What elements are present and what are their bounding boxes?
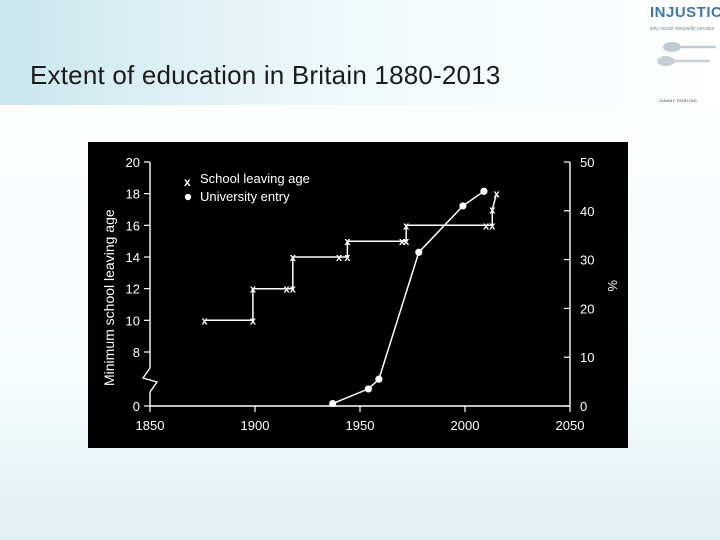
school-age-point: x <box>250 284 257 296</box>
spoon-icon <box>663 42 716 52</box>
x-tick-label: 2000 <box>451 418 480 433</box>
x-tick-label: 2050 <box>556 418 585 433</box>
chart-panel: 0 8 10 12 14 16 18 20 0 10 20 30 40 50 1850 1900 1950 200… <box>88 142 628 448</box>
y-left-tick-label: 16 <box>126 218 140 233</box>
university-point <box>329 399 337 408</box>
university-point <box>415 248 423 256</box>
y-left-tick-label: 20 <box>126 155 140 170</box>
y-axis-right-label: % <box>605 280 620 292</box>
axis-break <box>141 367 159 393</box>
school-age-point: x <box>283 284 290 296</box>
title-band <box>0 0 720 105</box>
university-point <box>459 202 467 210</box>
y-axis-left-label: Minimum school leaving age <box>101 209 117 386</box>
series-line <box>204 193 498 322</box>
y-left-tick-label: 8 <box>133 345 140 360</box>
university-point <box>480 187 488 195</box>
book-logo: INJUSTICE why social inequality persists… <box>640 2 720 106</box>
legend-university-marker <box>184 193 192 201</box>
school-age-point: x <box>202 315 209 327</box>
x-tick-label: 1850 <box>136 418 165 433</box>
legend: x School leaving age University entry <box>184 171 310 204</box>
school-age-point: x <box>344 252 351 264</box>
logo-author: DANNY DORLING <box>660 98 698 103</box>
y-right-tick-label: 40 <box>580 204 594 219</box>
school-age-point: x <box>399 236 406 248</box>
school-age-point: x <box>489 220 496 232</box>
x-tick-label: 1900 <box>241 418 270 433</box>
legend-university-label: University entry <box>200 189 290 204</box>
school-age-point: x <box>403 220 410 232</box>
university-point <box>364 385 372 393</box>
spoon-icon <box>657 56 710 66</box>
y-left-tick-label: 0 <box>133 399 140 414</box>
school-age-point: x <box>403 236 410 248</box>
y-left-tick-label: 18 <box>126 187 140 202</box>
school-age-point: x <box>493 189 500 201</box>
x-tick-label: 1950 <box>346 418 375 433</box>
y-left-tick-label: 10 <box>126 313 140 328</box>
school-age-point: x <box>344 236 351 248</box>
y-right-tick-label: 50 <box>580 155 594 170</box>
logo-title: INJUSTICE <box>650 4 720 21</box>
slide-title: Extent of education in Britain 1880-2013 <box>30 60 501 90</box>
logo-subtitle: why social inequality persists <box>650 26 715 32</box>
y-right-tick-label: 20 <box>580 301 594 316</box>
school-age-point: x <box>489 205 496 217</box>
svg-text:x: x <box>184 175 191 189</box>
school-age-point: x <box>290 284 297 296</box>
y-right-tick-label: 30 <box>580 253 594 268</box>
y-left-tick-label: 14 <box>126 250 140 265</box>
y-right-tick-label: 0 <box>580 399 587 414</box>
y-left-tick-label: 12 <box>126 282 140 297</box>
university-point <box>375 375 383 383</box>
series-line <box>332 190 485 405</box>
education-chart: 0 8 10 12 14 16 18 20 0 10 20 30 40 50 1850 1900 1950 200… <box>101 155 620 433</box>
y-right-tick-label: 10 <box>580 350 594 365</box>
school-age-point: x <box>483 220 490 232</box>
legend-school-label: School leaving age <box>200 171 310 186</box>
school-age-point: x <box>336 252 343 264</box>
school-age-point: x <box>250 315 257 327</box>
school-age-point: x <box>290 252 297 264</box>
